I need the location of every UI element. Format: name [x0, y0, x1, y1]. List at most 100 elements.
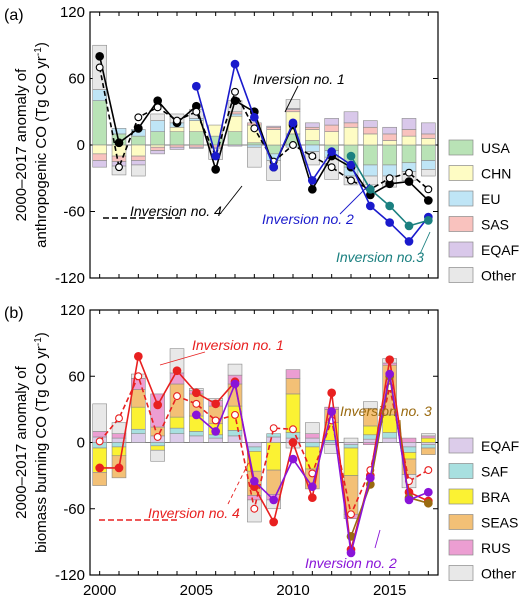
series-point-1 — [250, 504, 259, 513]
series-point-1 — [231, 410, 239, 419]
series-point-1 — [173, 392, 181, 401]
annotation-leader — [284, 85, 299, 113]
series-point-2 — [385, 218, 395, 227]
bar-segment-saf — [131, 428, 146, 434]
y-axis-label-line1: 2000–2017 anomaly of — [13, 365, 30, 518]
annotation-leader — [339, 183, 371, 215]
bar-segment-usa — [227, 131, 243, 146]
series-point-3 — [191, 410, 201, 420]
legend-swatch — [448, 267, 474, 283]
panel-b: -120 -60 0 60 120 2000 2005 2010 2015 (b) 2000–201… — [4, 302, 519, 599]
bar-segment-sas — [266, 126, 281, 130]
y-tick-label: 0 — [77, 137, 85, 154]
series-point-3 — [365, 184, 375, 194]
annotation-leader — [399, 419, 403, 451]
bar-segment-usa — [421, 144, 436, 161]
legend-swatch — [448, 139, 474, 156]
series-point-0 — [133, 124, 143, 133]
bar-segment-other — [150, 113, 165, 121]
series-point-3 — [249, 476, 259, 486]
bar-segment-bra — [343, 447, 359, 476]
series-point-3 — [423, 216, 433, 225]
bar-segment-chn — [131, 144, 146, 157]
series-point-0 — [191, 388, 201, 398]
series-point-0 — [95, 51, 105, 61]
series-point-3 — [288, 454, 298, 464]
bar-segment-sas — [92, 153, 107, 161]
series-point-3 — [365, 473, 375, 483]
bar-segment-eqaf — [169, 146, 185, 150]
bar-segment-rus — [150, 393, 165, 428]
annotation-label: Inversion no. 2 — [262, 211, 354, 227]
bar-segment-eu — [305, 144, 320, 152]
bar-segment-chn — [305, 129, 320, 141]
series-point-1 — [308, 152, 317, 161]
bar-segment-sas — [189, 144, 204, 148]
series-point-0 — [211, 399, 221, 409]
bar-segment-rus — [285, 369, 301, 379]
x-tick-label: 2010 — [276, 582, 309, 599]
bar-segment-rus — [305, 433, 320, 439]
series-point-1 — [95, 63, 104, 72]
bar-segment-eqaf — [305, 437, 320, 443]
bar-segment-saf — [266, 433, 281, 438]
bar-segment-eqaf — [208, 437, 223, 443]
annotation-label: Inversion no. 2 — [305, 555, 397, 571]
y-tick-label: 120 — [60, 302, 85, 319]
bar-segment-saf — [285, 432, 301, 439]
bar-segment-bra — [169, 416, 185, 429]
bar-segment-eqaf — [150, 150, 165, 155]
bar-segment-saf — [363, 434, 378, 440]
series-point-1 — [385, 174, 394, 183]
legend-swatch — [448, 165, 474, 181]
legend-label: SAS — [481, 217, 509, 233]
legend-label: Other — [481, 566, 516, 582]
series-point-0 — [327, 388, 337, 398]
legend-swatch — [448, 437, 474, 454]
series-point-3 — [404, 221, 414, 231]
series-point-3 — [385, 369, 395, 379]
series-point-0 — [385, 355, 395, 365]
bar-segment-sas — [421, 133, 436, 139]
bar-segment-saf — [382, 432, 397, 439]
y-axis-label-line2: biomass burning CO (Tg CO yr-1) — [33, 332, 51, 553]
bar-segment-eqaf — [92, 160, 107, 168]
series-point-2 — [327, 147, 337, 156]
bar-segment-eqaf — [382, 126, 397, 135]
series-point-0 — [133, 352, 143, 361]
series-point-1 — [134, 372, 143, 381]
bar-segment-saf — [421, 444, 436, 449]
bar-segment-saf — [305, 442, 320, 448]
legend-swatch — [448, 241, 474, 258]
series-point-1 — [173, 116, 181, 125]
bar-segment-usa — [169, 131, 185, 146]
y-axis-label-tail: ) — [33, 332, 50, 337]
bar-segment-sas — [227, 111, 243, 115]
bar-segment-seas — [169, 383, 185, 418]
bar-segment-other — [421, 433, 436, 437]
bar-segment-sas — [285, 109, 301, 113]
bar-segment-sas — [169, 144, 185, 148]
series-point-1 — [347, 176, 355, 185]
series-point-1 — [327, 163, 336, 172]
x-tick-label: 2005 — [180, 582, 213, 599]
annotation-leader — [419, 231, 431, 255]
bar-segment-other — [150, 449, 165, 462]
legend-swatch — [448, 463, 474, 479]
series-point-1 — [347, 510, 355, 519]
bar-segment-seas — [92, 472, 107, 486]
bar-segment-other — [421, 169, 436, 177]
bar-segment-chn — [382, 140, 397, 146]
series-point-0 — [404, 177, 414, 186]
bar-segment-saf — [189, 431, 204, 437]
series-point-3 — [404, 495, 414, 505]
y-axis-label-line2: anthropogenic CO (Tg CO yr-1) — [33, 42, 51, 248]
annotation-label: Inversion no. 1 — [192, 337, 284, 353]
bar-segment-eqaf — [421, 442, 436, 446]
series-point-2 — [423, 498, 433, 508]
legend-label: EQAF — [481, 438, 519, 454]
y-axis-label-main: anthropogenic CO (Tg CO yr — [33, 56, 50, 248]
y-tick-label: 60 — [68, 368, 85, 385]
bar-segment-eqaf — [227, 144, 243, 147]
